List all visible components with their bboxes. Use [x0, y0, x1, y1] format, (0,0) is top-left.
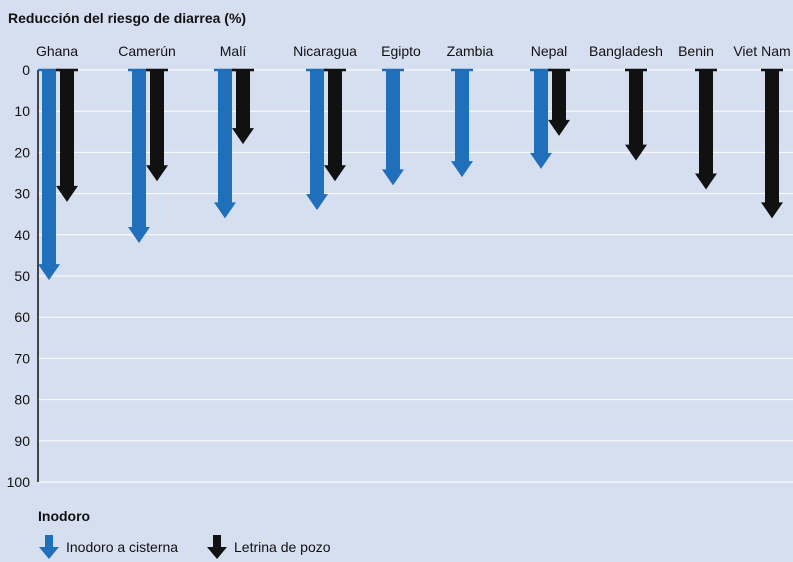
- x-tick-label: Malí: [220, 43, 247, 59]
- chart-title: Reducción del riesgo de diarrea (%): [8, 10, 247, 26]
- x-tick-label: Viet Nam: [733, 43, 790, 59]
- arrow-mark: [128, 70, 150, 244]
- x-tick-label: Nicaragua: [293, 43, 357, 59]
- y-tick-label: 20: [14, 144, 30, 160]
- y-tick-label: 70: [14, 350, 30, 366]
- legend-item-pit-latrine: Letrina de pozo: [206, 535, 331, 559]
- legend-label-pit-latrine: Letrina de pozo: [234, 539, 331, 555]
- x-tick-label: Egipto: [381, 43, 421, 59]
- x-tick-label: Ghana: [36, 43, 78, 59]
- arrow-mark: [324, 70, 346, 182]
- black-arrow-icon: [207, 535, 227, 559]
- x-tick-label: Benin: [678, 43, 714, 59]
- arrow-mark: [548, 70, 570, 136]
- blue-arrow-icon: [39, 535, 59, 559]
- arrow-mark: [214, 70, 236, 219]
- arrow-mark: [530, 70, 552, 169]
- y-tick-label: 40: [14, 227, 30, 243]
- y-tick-label: 0: [22, 62, 30, 78]
- x-tick-label: Zambia: [447, 43, 494, 59]
- x-tick-label: Bangladesh: [589, 43, 663, 59]
- arrow-mark: [306, 70, 328, 211]
- y-tick-label: 60: [14, 309, 30, 325]
- y-tick-label: 30: [14, 186, 30, 202]
- arrow-mark: [695, 70, 717, 190]
- y-tick-label: 90: [14, 433, 30, 449]
- arrow-mark: [761, 70, 783, 219]
- arrow-mark: [451, 70, 473, 178]
- x-tick-label: Nepal: [531, 43, 568, 59]
- y-tick-label: 100: [7, 474, 31, 490]
- arrow-mark: [146, 70, 168, 182]
- arrow-mark: [56, 70, 78, 202]
- x-tick-label: Camerún: [118, 43, 176, 59]
- arrow-mark: [382, 70, 404, 186]
- arrow-mark: [625, 70, 647, 161]
- y-tick-label: 10: [14, 103, 30, 119]
- legend-title: Inodoro: [38, 508, 91, 524]
- arrow-mark: [38, 70, 60, 281]
- arrow-mark: [232, 70, 254, 145]
- legend-label-cistern: Inodoro a cisterna: [66, 539, 179, 555]
- legend-item-cistern: Inodoro a cisterna: [38, 535, 179, 559]
- y-tick-label: 80: [14, 392, 30, 408]
- y-tick-label: 50: [14, 268, 30, 284]
